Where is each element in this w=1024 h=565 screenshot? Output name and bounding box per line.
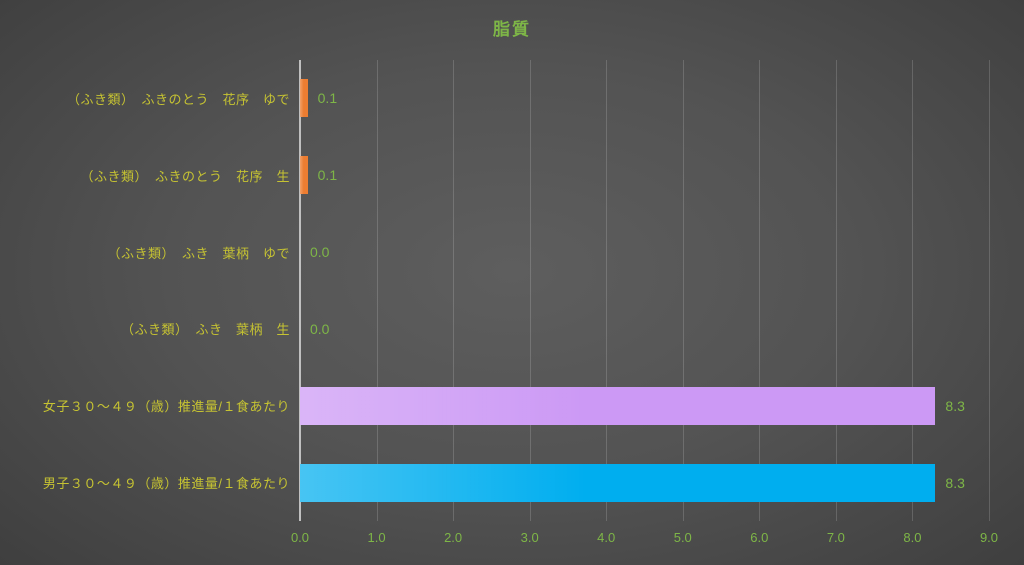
- value-label: 0.0: [310, 320, 330, 337]
- bar-row: 0.1: [300, 137, 989, 214]
- x-tick-label: 3.0: [520, 530, 539, 545]
- bar-row: 0.1: [300, 60, 989, 137]
- category-label: 女子３０～４９（歳）推進量/１食あたり: [42, 399, 290, 415]
- bar: [300, 79, 308, 118]
- x-tick-label: 9.0: [979, 530, 999, 545]
- x-axis: 0.0 1.0 2.0 3.0 4.0 5.0 6.0 7.0 8.0 9.0: [291, 530, 998, 552]
- gridline: [759, 60, 761, 521]
- gridline: [682, 60, 684, 521]
- x-tick-label: 7.0: [826, 530, 845, 545]
- value-label: 0.1: [317, 90, 338, 107]
- bar-row: 8.3: [300, 367, 989, 444]
- x-tick-label: 8.0: [903, 530, 922, 545]
- gridline: [912, 60, 914, 521]
- bar-row: 0.0: [300, 291, 989, 368]
- x-tick-label: 2.0: [444, 530, 463, 545]
- category-labels: （ふき類） ふきのとう 花序 ゆで （ふき類） ふきのとう 花序 生 （ふき類） ふ…: [0, 60, 290, 521]
- category-label: （ふき類） ふきのとう 花序 生: [80, 168, 290, 184]
- x-tick-label: 1.0: [367, 530, 386, 545]
- category-label: （ふき類） ふき 葉柄 ゆで: [107, 245, 290, 261]
- bar: [300, 156, 308, 195]
- value-label: 8.3: [945, 397, 965, 414]
- x-tick-label: 6.0: [750, 530, 769, 545]
- category-label: （ふき類） ふき 葉柄 生: [120, 322, 290, 338]
- value-label: 0.1: [317, 167, 338, 184]
- bar: [300, 463, 936, 502]
- chart-title: 脂質: [493, 20, 531, 39]
- y-axis-line: [299, 60, 301, 521]
- plot-area: 0.1 0.1 0.0 0.0 8.3 8.3: [299, 60, 990, 521]
- gridline: [453, 60, 455, 521]
- x-tick-label: 0.0: [290, 530, 310, 545]
- bar-row: 0.0: [300, 214, 989, 291]
- category-label: 男子３０～４９（歳）推進量/１食あたり: [42, 476, 290, 492]
- bar-row: 8.3: [300, 444, 989, 521]
- gridline: [989, 60, 990, 521]
- category-label: （ふき類） ふきのとう 花序 ゆで: [66, 91, 290, 107]
- gridline: [606, 60, 608, 521]
- value-label: 8.3: [945, 474, 965, 491]
- bar: [300, 386, 936, 425]
- value-label: 0.0: [310, 244, 330, 261]
- x-tick-label: 4.0: [597, 530, 616, 545]
- gridline: [529, 60, 531, 521]
- gridline: [835, 60, 837, 521]
- gridline: [376, 60, 378, 521]
- x-tick-label: 5.0: [673, 530, 692, 545]
